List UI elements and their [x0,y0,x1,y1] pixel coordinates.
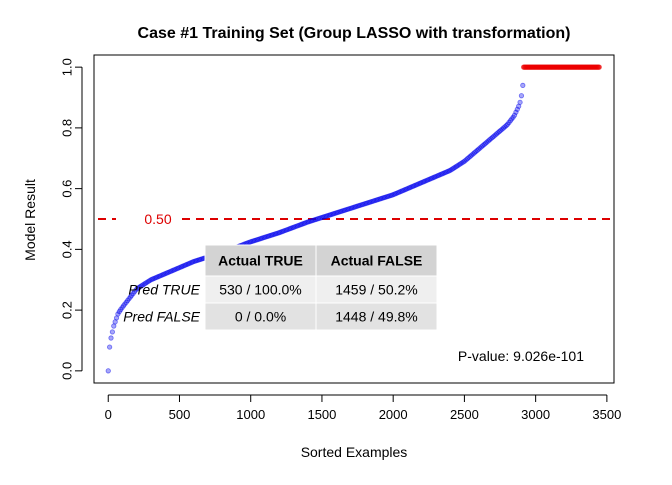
x-tick-label: 500 [169,407,191,422]
y-axis-label: Model Result [22,179,38,261]
x-tick-label: 1500 [307,407,336,422]
data-point [108,335,114,341]
data-point [107,344,113,350]
table-cell-bg [315,275,438,304]
x-axis-label: Sorted Examples [301,444,408,460]
x-tick-label: 3000 [521,407,550,422]
x-tick-label: 2500 [450,407,479,422]
threshold-label: 0.50 [144,211,171,227]
table-header: Actual FALSE [331,253,423,269]
data-point [109,329,115,335]
table-cell-bg [315,302,438,331]
x-tick-label: 2000 [379,407,408,422]
y-tick-label: 0.6 [60,180,75,198]
data-point [111,323,117,329]
plot-frame [93,54,615,384]
data-point [517,99,523,105]
x-tick-label: 3500 [592,407,621,422]
table-cell: 0 / 0.0% [235,309,286,325]
chart-title: Case #1 Training Set (Group LASSO with t… [138,25,571,42]
table-row-label: Pred TRUE [128,282,200,298]
y-tick-label: 1.0 [60,58,75,76]
x-tick-label: 1000 [236,407,265,422]
table-header: Actual TRUE [218,253,303,269]
table-cell-bg [315,244,438,277]
table-cell: 1448 / 49.8% [335,309,418,325]
table-cell: 1459 / 50.2% [335,282,418,298]
data-point [596,64,602,70]
data-point [520,82,526,88]
p-value-annotation: P-value: 9.026e-101 [458,348,584,364]
table-cell-bg [204,244,317,277]
data-point [518,93,525,99]
x-tick-label: 0 [105,407,112,422]
series-1 [520,64,602,70]
y-tick-label: 0.2 [60,301,75,319]
y-tick-label: 0.8 [60,119,75,137]
y-tick-label: 0.0 [60,362,75,380]
table-row-label: Pred FALSE [123,309,200,325]
plot-area: 0 500 1000 1500 2000 2500 3000 3500 0.0 0.2 0.4 0.6… [60,54,621,422]
table-cell-bg [204,275,317,304]
y-tick-label: 0.4 [60,240,75,258]
table-cell: 530 / 100.0% [219,282,302,298]
data-point [105,368,111,374]
